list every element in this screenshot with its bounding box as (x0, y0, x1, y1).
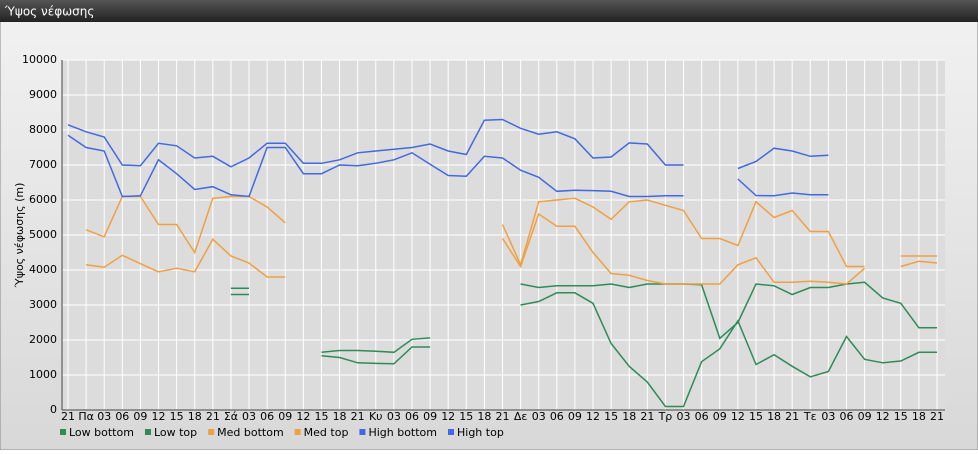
x-tick-label: 12 (731, 410, 745, 423)
x-tick-label: 12 (152, 410, 166, 423)
x-tick-label: 21 (61, 410, 75, 423)
y-tick-label: 2000 (29, 333, 57, 346)
x-tick-label: 12 (296, 410, 310, 423)
legend-label: High bottom (368, 426, 437, 439)
legend-swatch (144, 429, 151, 435)
y-tick-label: 10000 (22, 53, 57, 66)
legend-label: Low bottom (69, 426, 134, 439)
x-tick-label: 18 (912, 410, 926, 423)
x-tick-label: 18 (767, 410, 781, 423)
series-line (67, 134, 829, 198)
x-tick-label: 06 (405, 410, 419, 423)
x-tick-label: 18 (477, 410, 491, 423)
x-tick-label: 03 (677, 410, 691, 423)
x-tick-label: 15 (894, 410, 908, 423)
y-tick-label: 3000 (29, 298, 57, 311)
series-line (67, 118, 829, 170)
x-tick-label: 15 (459, 410, 473, 423)
x-tick-label: 03 (821, 410, 835, 423)
x-tick-label: 06 (695, 410, 709, 423)
x-tick-label: 06 (260, 410, 274, 423)
x-tick-label: 06 (115, 410, 129, 423)
y-tick-label: 7000 (29, 158, 57, 171)
series-line (230, 292, 937, 408)
series-line (85, 195, 937, 268)
y-tick-label: 9000 (29, 88, 57, 101)
x-tick-label: 21 (785, 410, 799, 423)
x-tick-label: 09 (133, 410, 147, 423)
legend-swatch (60, 429, 66, 435)
x-tick-label: 12 (441, 410, 455, 423)
x-tick-label: Τε (803, 410, 817, 423)
x-tick-label: 06 (839, 410, 853, 423)
series-line (230, 281, 937, 354)
x-tick-label: 06 (550, 410, 564, 423)
x-tick-label: Πα (78, 410, 94, 423)
legend-label: High top (457, 426, 504, 439)
x-tick-label: 12 (876, 410, 890, 423)
x-tick-label: 18 (333, 410, 347, 423)
x-tick-label: 09 (278, 410, 292, 423)
y-tick-label: 6000 (29, 193, 57, 206)
legend-swatch (294, 429, 301, 435)
x-tick-label: 09 (858, 410, 872, 423)
x-tick-label: Τρ (658, 410, 673, 423)
chart-title: Ύψος νέφωσης (4, 5, 94, 19)
x-tick-label: 09 (568, 410, 582, 423)
x-tick-label: 03 (387, 410, 401, 423)
y-tick-label: 1000 (29, 368, 57, 381)
x-tick-label: 15 (604, 410, 618, 423)
x-tick-label: 15 (170, 410, 184, 423)
x-tick-label: 18 (188, 410, 202, 423)
x-tick-label: 15 (314, 410, 328, 423)
x-tick-label: 09 (713, 410, 727, 423)
x-tick-label: 21 (351, 410, 365, 423)
legend-swatch (208, 429, 215, 435)
legend-label: Med bottom (217, 426, 284, 439)
title-bar (0, 0, 978, 22)
x-tick-label: Σά (224, 410, 238, 423)
legend-swatch (359, 429, 366, 435)
x-tick-label: Κυ (369, 410, 383, 423)
legend-swatch (448, 429, 454, 435)
x-tick-label: 21 (640, 410, 654, 423)
x-tick-label: Δε (514, 410, 528, 423)
x-tick-label: 21 (930, 410, 944, 423)
x-tick-label: 03 (532, 410, 546, 423)
x-tick-label: 18 (622, 410, 636, 423)
series-line (86, 212, 938, 285)
y-tick-label: 0 (50, 403, 57, 416)
x-tick-label: 21 (206, 410, 220, 423)
x-tick-label: 03 (97, 410, 111, 423)
y-tick-label: 5000 (29, 228, 57, 241)
x-tick-label: 21 (496, 410, 510, 423)
y-tick-label: 4000 (29, 263, 57, 276)
y-tick-label: 8000 (29, 123, 57, 136)
x-tick-label: 09 (423, 410, 437, 423)
legend-label: Low top (154, 426, 197, 439)
x-tick-label: 03 (242, 410, 256, 423)
legend-label: Med top (304, 426, 349, 439)
x-tick-label: 15 (749, 410, 763, 423)
y-axis-label: Ύψος νέφωσης (m) (13, 183, 26, 289)
x-tick-label: 12 (586, 410, 600, 423)
